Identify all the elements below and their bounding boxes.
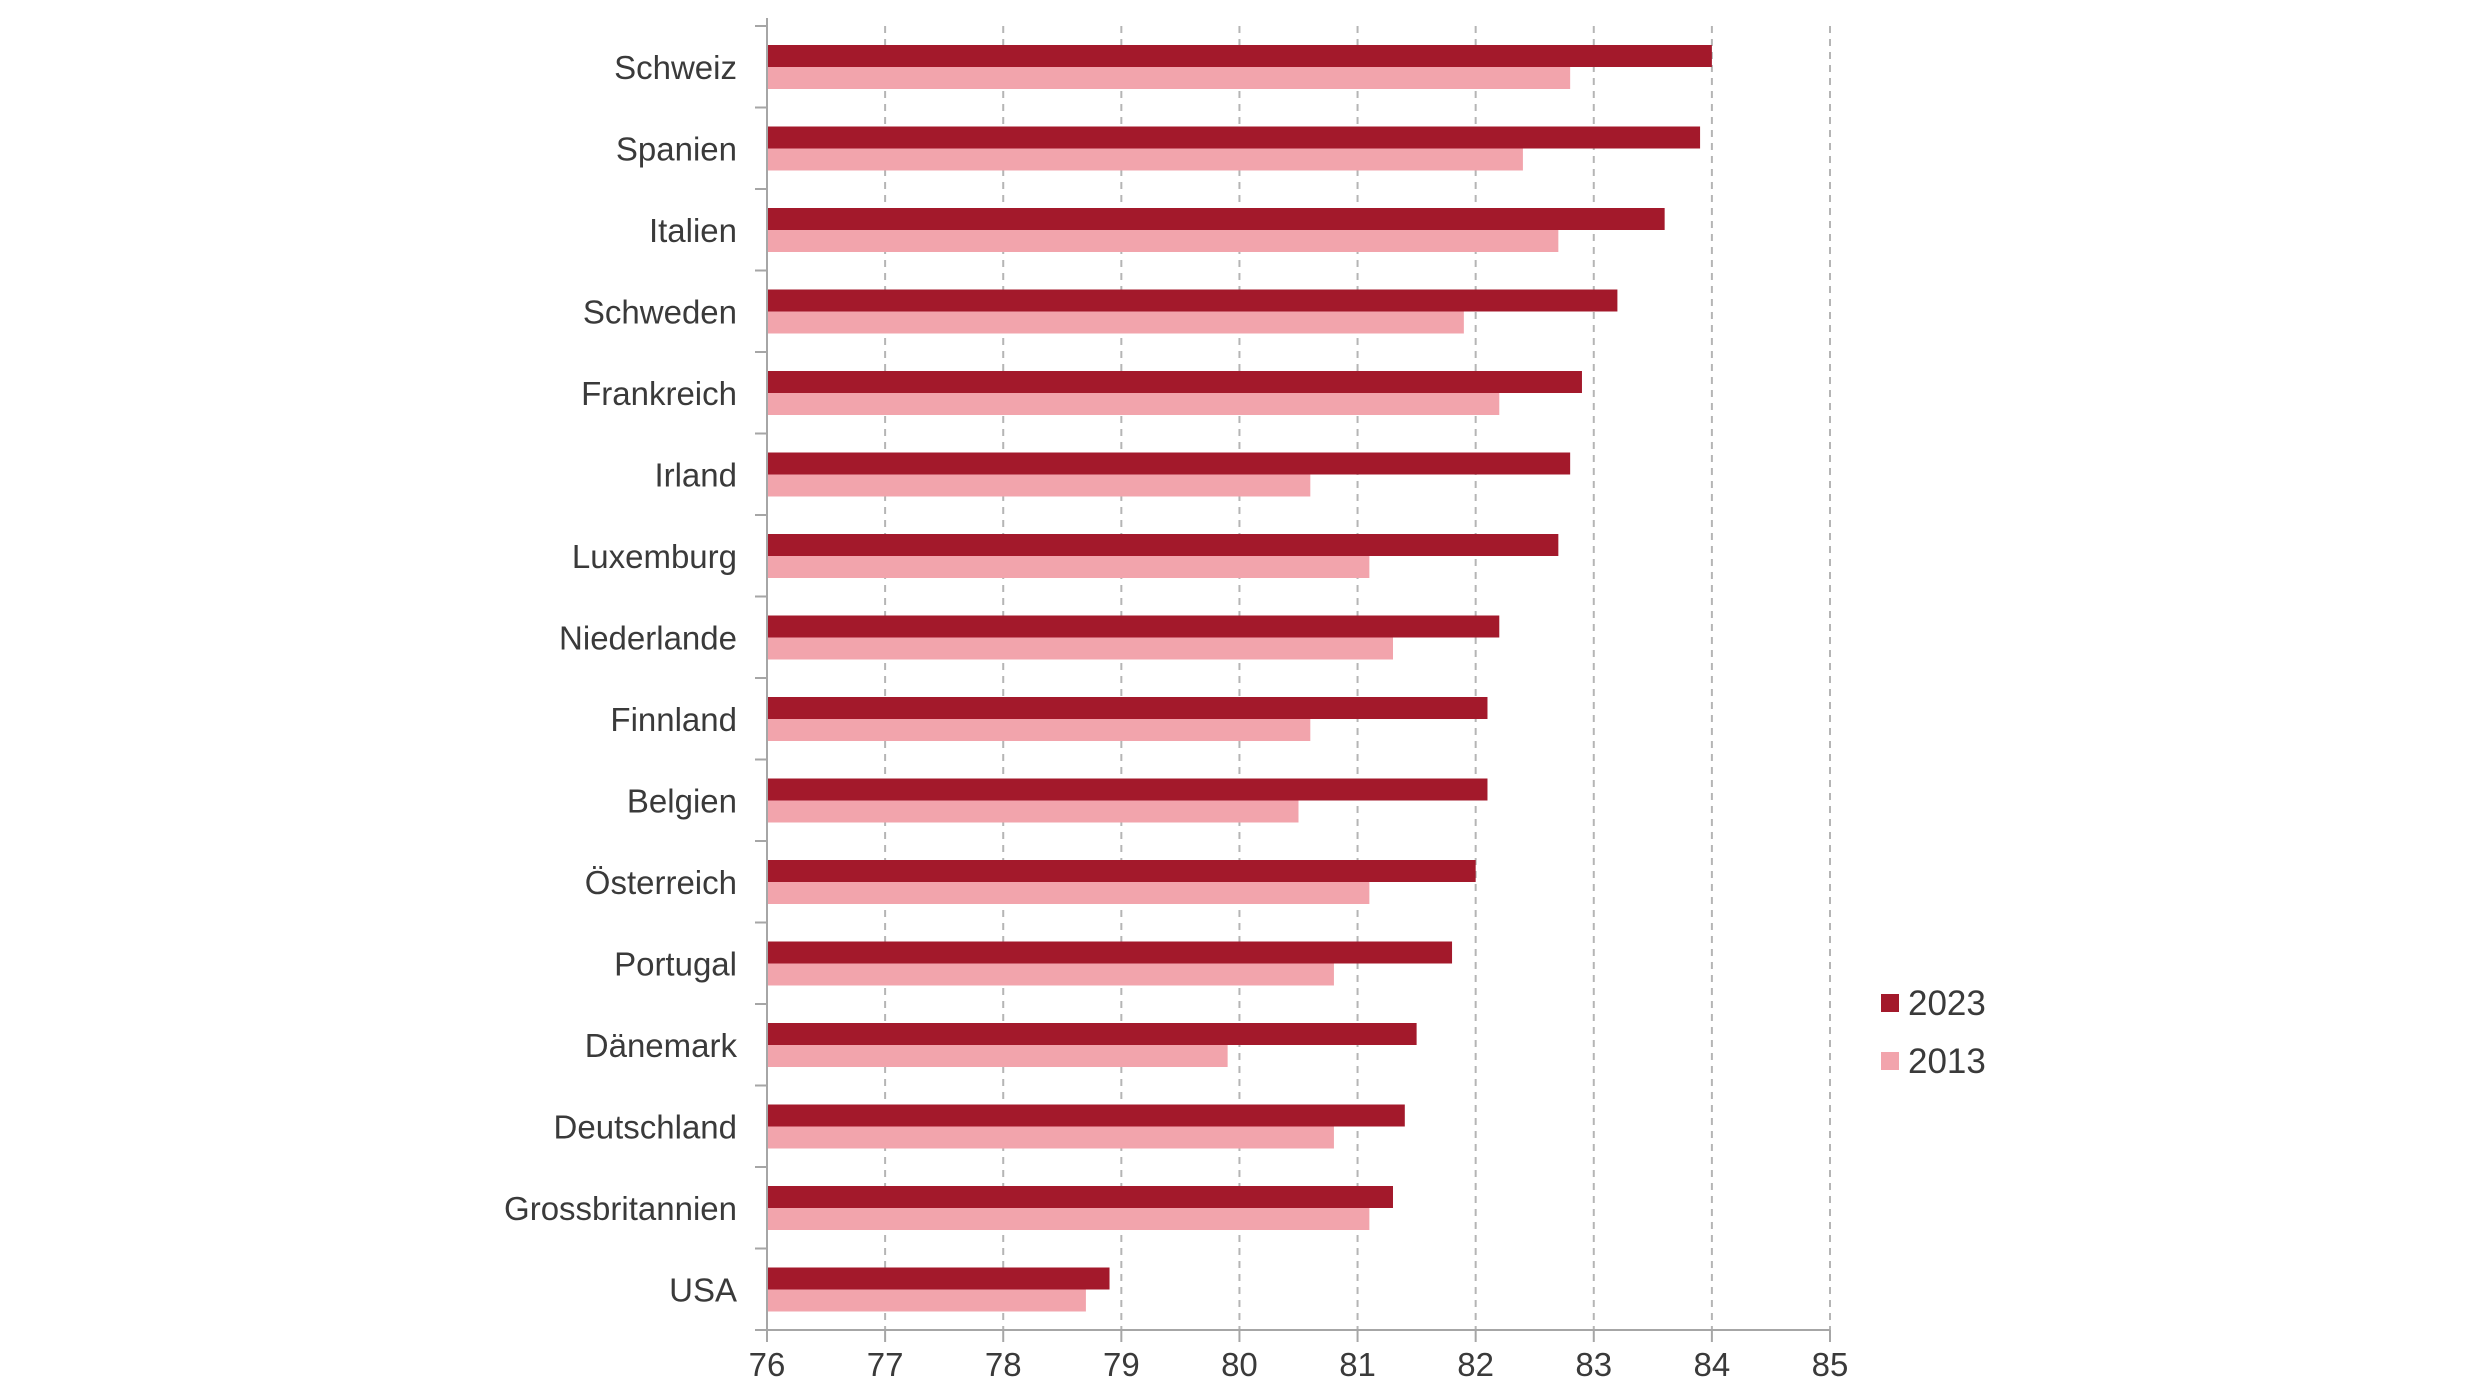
bars bbox=[767, 45, 1712, 1312]
category-label: Schweden bbox=[583, 293, 737, 330]
bar-2013-italien bbox=[767, 230, 1559, 252]
category-label: Frankreich bbox=[581, 375, 737, 412]
x-tick-label: 79 bbox=[1103, 1346, 1140, 1383]
category-label: Belgien bbox=[627, 782, 737, 819]
bar-2013-finnland bbox=[767, 719, 1311, 741]
category-label: Schweiz bbox=[614, 49, 737, 86]
bar-2013-luxemburg bbox=[767, 556, 1370, 578]
x-tick-labels: 76 77 78 79 80 81 82 83 84 85 bbox=[749, 1346, 1849, 1383]
category-label: Luxemburg bbox=[572, 538, 737, 575]
category-label: Finnland bbox=[610, 701, 737, 738]
category-label: Spanien bbox=[616, 130, 737, 167]
category-label: USA bbox=[669, 1271, 737, 1308]
bar-2023-belgien bbox=[767, 778, 1488, 801]
x-tick-label: 77 bbox=[867, 1346, 904, 1383]
bar-2023-italien bbox=[767, 208, 1665, 230]
gridlines bbox=[884, 26, 1831, 1330]
category-label: Österreich bbox=[585, 864, 737, 901]
bar-2013-deutschland bbox=[767, 1126, 1334, 1149]
bar-2013-irland bbox=[767, 474, 1311, 497]
x-tick-label: 78 bbox=[985, 1346, 1022, 1383]
x-tick-label: 83 bbox=[1575, 1346, 1612, 1383]
bar-2023-finnland bbox=[767, 697, 1488, 719]
legend-label-2023: 2023 bbox=[1908, 984, 1986, 1023]
x-tick-label: 81 bbox=[1339, 1346, 1376, 1383]
x-tick-label: 84 bbox=[1694, 1346, 1731, 1383]
bar-2023-österreich bbox=[767, 860, 1476, 882]
x-tick-label: 85 bbox=[1812, 1346, 1849, 1383]
x-tick-label: 82 bbox=[1457, 1346, 1494, 1383]
x-tick-label: 76 bbox=[749, 1346, 786, 1383]
bar-2013-dänemark bbox=[767, 1045, 1228, 1067]
bar-2023-schweden bbox=[767, 289, 1618, 312]
bar-2023-spanien bbox=[767, 126, 1701, 149]
bar-2013-portugal bbox=[767, 963, 1334, 986]
bar-2023-portugal bbox=[767, 941, 1453, 964]
bar-2023-grossbritannien bbox=[767, 1186, 1393, 1208]
legend: 2023 2013 bbox=[1881, 984, 1986, 1081]
category-labels: Schweiz Spanien Italien Schweden Frankreich I… bbox=[504, 49, 737, 1309]
bar-2013-niederlande bbox=[767, 637, 1393, 660]
bar-2023-niederlande bbox=[767, 615, 1500, 638]
bar-2023-frankreich bbox=[767, 371, 1582, 393]
legend-swatch-2023 bbox=[1881, 994, 1899, 1012]
bar-2013-belgien bbox=[767, 800, 1299, 823]
bar-2013-schweden bbox=[767, 311, 1464, 334]
category-label: Dänemark bbox=[585, 1027, 738, 1064]
bar-2023-deutschland bbox=[767, 1104, 1405, 1127]
x-tick-label: 80 bbox=[1221, 1346, 1258, 1383]
bar-2023-dänemark bbox=[767, 1023, 1417, 1045]
bar-2013-spanien bbox=[767, 148, 1523, 171]
legend-swatch-2013 bbox=[1881, 1052, 1899, 1070]
category-label: Italien bbox=[649, 212, 737, 249]
axes bbox=[755, 18, 1831, 1342]
category-label: Portugal bbox=[614, 945, 737, 982]
category-label: Deutschland bbox=[554, 1108, 737, 1145]
bar-2013-grossbritannien bbox=[767, 1208, 1370, 1230]
category-label: Niederlande bbox=[559, 619, 737, 656]
legend-label-2013: 2013 bbox=[1908, 1042, 1986, 1081]
bar-2023-schweiz bbox=[767, 45, 1712, 67]
category-label: Grossbritannien bbox=[504, 1190, 737, 1227]
bar-2013-usa bbox=[767, 1289, 1086, 1312]
bar-2023-irland bbox=[767, 452, 1571, 475]
bar-2013-schweiz bbox=[767, 67, 1571, 89]
bar-2013-frankreich bbox=[767, 393, 1500, 415]
bar-2023-luxemburg bbox=[767, 534, 1559, 556]
bar-2023-usa bbox=[767, 1267, 1110, 1290]
bar-2013-österreich bbox=[767, 882, 1370, 904]
category-label: Irland bbox=[654, 456, 737, 493]
